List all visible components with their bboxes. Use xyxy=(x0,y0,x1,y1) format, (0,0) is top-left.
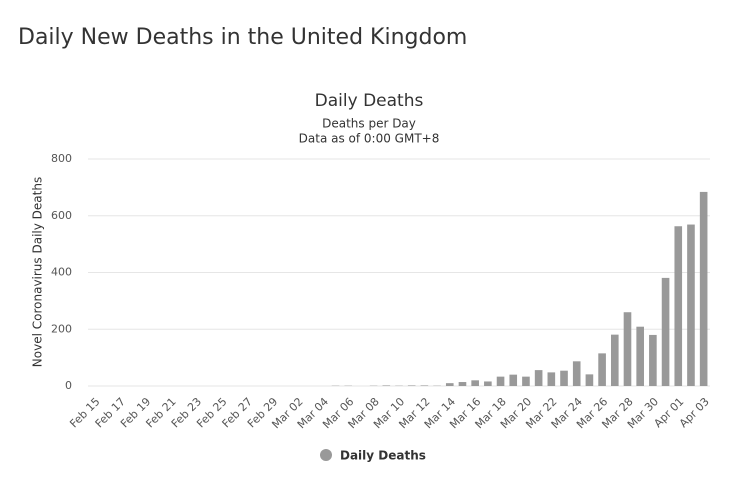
bar xyxy=(560,370,568,386)
bar xyxy=(699,191,708,386)
y-tick-label: 200 xyxy=(51,322,72,335)
bar xyxy=(585,374,594,386)
legend-marker xyxy=(320,449,332,461)
page-title: Daily New Deaths in the United Kingdom xyxy=(18,25,467,50)
bar xyxy=(522,376,530,386)
legend-label: Daily Deaths xyxy=(340,449,426,463)
bar xyxy=(674,226,683,386)
bar xyxy=(649,334,657,386)
bar xyxy=(547,372,556,386)
bar xyxy=(420,385,429,386)
chart-subtitle: Data as of 0:00 GMT+8 xyxy=(299,132,440,146)
y-tick-label: 400 xyxy=(51,266,72,279)
bar xyxy=(382,385,391,386)
bar xyxy=(598,353,606,386)
bar xyxy=(484,381,492,386)
bar xyxy=(445,383,454,386)
chart-title: Daily Deaths xyxy=(315,91,424,111)
y-axis-label: Novel Coronavirus Daily Deaths xyxy=(31,177,45,367)
bar xyxy=(636,326,644,386)
bar xyxy=(496,376,505,386)
bar xyxy=(509,374,518,386)
bar xyxy=(534,370,543,386)
y-tick-label: 600 xyxy=(51,209,72,222)
bar xyxy=(687,224,695,386)
bar xyxy=(471,380,479,386)
bar xyxy=(407,385,416,386)
y-tick-label: 0 xyxy=(65,379,72,392)
bar xyxy=(623,312,632,386)
y-tick-label: 800 xyxy=(51,152,72,165)
bar xyxy=(572,361,581,386)
bar xyxy=(458,382,467,386)
bar xyxy=(610,334,619,386)
bar xyxy=(661,277,670,386)
chart-subtitle: Deaths per Day xyxy=(322,117,416,131)
